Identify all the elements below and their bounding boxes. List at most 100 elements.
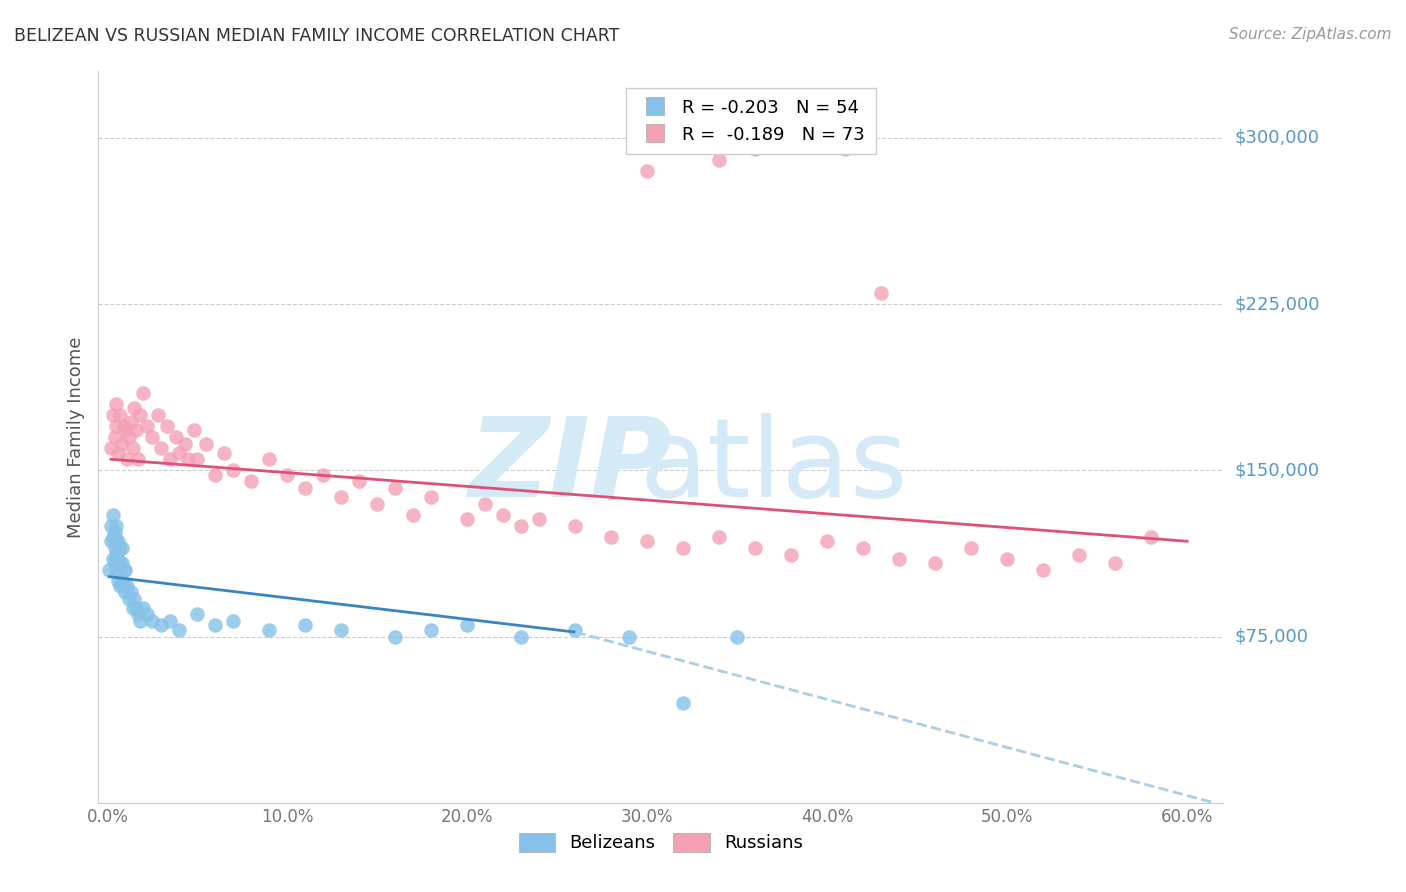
Point <box>107 552 129 566</box>
Point <box>100 534 122 549</box>
Point <box>366 497 388 511</box>
Point <box>104 557 127 571</box>
Point <box>204 618 226 632</box>
Point <box>294 618 316 632</box>
Point <box>120 585 142 599</box>
Point <box>173 436 195 450</box>
Point <box>709 153 731 167</box>
Point <box>259 623 281 637</box>
Point <box>118 430 141 444</box>
Point <box>456 618 478 632</box>
Point <box>259 452 281 467</box>
Point <box>420 623 443 637</box>
Text: Source: ZipAtlas.com: Source: ZipAtlas.com <box>1229 27 1392 42</box>
Point <box>104 430 127 444</box>
Point <box>169 623 191 637</box>
Point <box>112 419 135 434</box>
Point <box>636 164 658 178</box>
Point <box>725 630 748 644</box>
Point <box>456 512 478 526</box>
Point <box>204 467 226 482</box>
Point <box>780 548 803 562</box>
Point <box>924 557 946 571</box>
Point <box>214 445 236 459</box>
Point <box>294 481 316 495</box>
Point <box>108 557 131 571</box>
Point <box>105 534 128 549</box>
Point <box>105 563 128 577</box>
Point <box>118 591 141 606</box>
Point <box>100 441 122 455</box>
Point <box>159 452 181 467</box>
Point <box>564 518 586 533</box>
Point <box>420 490 443 504</box>
Point <box>384 481 406 495</box>
Point <box>1104 557 1126 571</box>
Point <box>111 574 134 589</box>
Point <box>1069 548 1091 562</box>
Point <box>276 467 298 482</box>
Point <box>150 618 173 632</box>
Point <box>815 534 838 549</box>
Point <box>529 512 551 526</box>
Point <box>104 525 127 540</box>
Point <box>852 541 875 555</box>
Point <box>120 415 142 429</box>
Point <box>744 142 766 156</box>
Point <box>600 530 623 544</box>
Point <box>111 541 134 555</box>
Point <box>709 530 731 544</box>
Point <box>124 591 146 606</box>
Text: $150,000: $150,000 <box>1234 461 1319 479</box>
Point <box>108 578 131 592</box>
Point <box>107 574 129 589</box>
Point <box>105 397 128 411</box>
Point <box>183 424 205 438</box>
Point <box>312 467 335 482</box>
Point <box>101 552 124 566</box>
Point <box>111 557 134 571</box>
Point <box>672 696 695 710</box>
Point <box>98 563 121 577</box>
Point <box>619 630 641 644</box>
Point <box>132 600 155 615</box>
Point <box>222 463 245 477</box>
Point <box>177 452 200 467</box>
Point <box>105 518 128 533</box>
Point <box>105 548 128 562</box>
Point <box>101 408 124 422</box>
Point <box>136 419 159 434</box>
Text: $225,000: $225,000 <box>1234 295 1320 313</box>
Point <box>115 578 138 592</box>
Point <box>384 630 406 644</box>
Point <box>141 614 163 628</box>
Point <box>492 508 515 522</box>
Point <box>889 552 911 566</box>
Point <box>564 623 586 637</box>
Point <box>960 541 983 555</box>
Text: BELIZEAN VS RUSSIAN MEDIAN FAMILY INCOME CORRELATION CHART: BELIZEAN VS RUSSIAN MEDIAN FAMILY INCOME… <box>14 27 620 45</box>
Point <box>128 614 150 628</box>
Point <box>186 452 208 467</box>
Point <box>115 452 138 467</box>
Point <box>510 518 533 533</box>
Point <box>108 541 131 555</box>
Point <box>128 408 150 422</box>
Point <box>330 623 353 637</box>
Point <box>114 424 136 438</box>
Text: atlas: atlas <box>640 413 907 520</box>
Point <box>402 508 425 522</box>
Point <box>104 541 127 555</box>
Point <box>150 441 173 455</box>
Point <box>121 600 143 615</box>
Point <box>995 552 1018 566</box>
Point <box>510 630 533 644</box>
Point <box>165 430 187 444</box>
Point <box>672 541 695 555</box>
Point <box>159 614 181 628</box>
Point <box>121 441 143 455</box>
Point <box>240 475 263 489</box>
Point <box>222 614 245 628</box>
Point <box>136 607 159 622</box>
Point <box>105 419 128 434</box>
